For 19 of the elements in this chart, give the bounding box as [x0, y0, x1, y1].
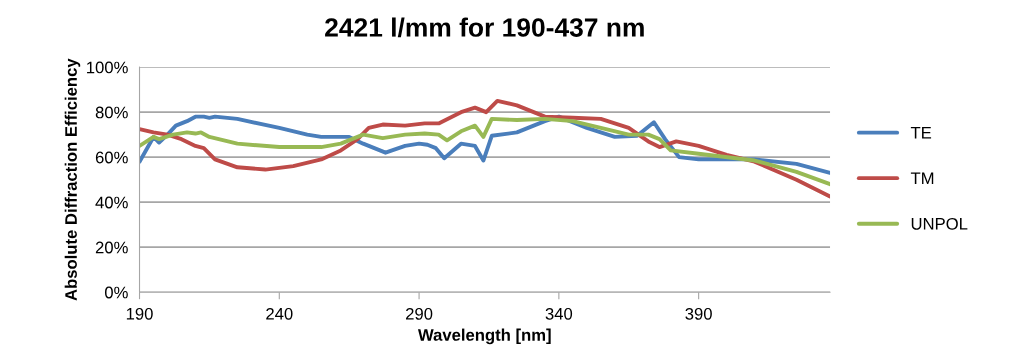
x-tick-label: 390 [685, 307, 712, 320]
y-tick-label: 100% [87, 61, 128, 74]
x-tick-label: 290 [406, 307, 433, 320]
y-tick-label: 20% [95, 241, 128, 254]
x-tick-label: 240 [266, 307, 293, 320]
y-axis-title: Absolute Diffraction Efficiency [64, 58, 81, 301]
line-series [139, 98, 831, 199]
legend-label: TM [910, 172, 934, 184]
legend-label: TE [910, 126, 932, 139]
x-axis-title: Wavelength [nm] [417, 328, 551, 345]
legend-label: UNPOL [911, 217, 968, 230]
x-tick-label: 340 [545, 307, 573, 320]
y-tick-label: 0% [104, 286, 128, 299]
x-tick-label: 190 [126, 307, 153, 320]
y-tick-label: 80% [95, 106, 128, 119]
y-tick-label: 60% [95, 151, 128, 164]
y-tick-label: 40% [95, 196, 128, 209]
line-series [139, 116, 831, 187]
chart-title: 2421 l/mm for 190-437 nm [325, 17, 644, 38]
